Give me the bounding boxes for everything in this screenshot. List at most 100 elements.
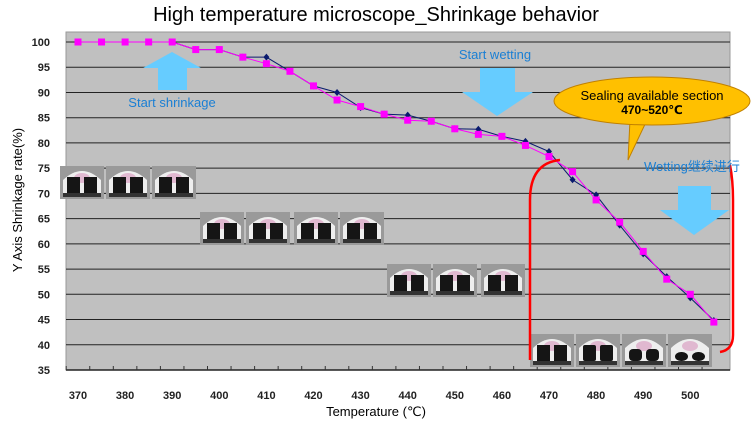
data-point-square bbox=[74, 38, 82, 46]
photo-base bbox=[203, 239, 241, 243]
specimen-photo bbox=[340, 212, 384, 245]
photo-sample bbox=[600, 345, 613, 361]
x-tick-label: 370 bbox=[69, 390, 87, 402]
photo-base bbox=[297, 239, 335, 243]
photo-sample bbox=[113, 177, 126, 193]
start-wetting-label: Start wetting bbox=[459, 47, 531, 62]
data-point-square bbox=[121, 38, 129, 46]
x-tick-label: 400 bbox=[210, 390, 228, 402]
photo-sample bbox=[67, 177, 80, 193]
photo-sample bbox=[411, 275, 424, 291]
data-point-square bbox=[380, 110, 388, 118]
y-tick-label: 35 bbox=[38, 365, 50, 377]
data-point-square bbox=[145, 38, 153, 46]
chart-title: High temperature microscope_Shrinkage be… bbox=[153, 4, 599, 26]
photo-base bbox=[63, 193, 101, 197]
y-tick-label: 70 bbox=[38, 188, 50, 200]
photo-sample bbox=[583, 345, 596, 361]
specimen-photo bbox=[668, 334, 712, 367]
sealing-callout-line2: 470~520℃ bbox=[621, 103, 683, 117]
series-line-square bbox=[78, 41, 715, 323]
photo-base bbox=[155, 193, 193, 197]
photo-sample bbox=[176, 177, 189, 193]
photo-sample bbox=[440, 275, 453, 291]
data-point-square bbox=[192, 46, 200, 54]
data-point-diamond bbox=[334, 88, 341, 96]
y-tick-label: 65 bbox=[38, 214, 50, 226]
data-point-square bbox=[404, 116, 412, 124]
y-tick-label: 95 bbox=[38, 62, 50, 74]
x-tick-label: 380 bbox=[116, 390, 134, 402]
sealing-callout bbox=[553, 76, 751, 126]
x-tick-label: 490 bbox=[634, 390, 652, 402]
data-point-square bbox=[427, 117, 435, 125]
photo-sample bbox=[505, 275, 518, 291]
specimen-photo bbox=[60, 166, 104, 199]
y-tick-label: 60 bbox=[38, 239, 50, 251]
data-point-square bbox=[310, 82, 317, 90]
start-shrinkage-arrow bbox=[143, 52, 201, 90]
data-point-square bbox=[569, 168, 577, 176]
photo-base bbox=[579, 361, 617, 365]
x-tick-label: 430 bbox=[351, 390, 369, 402]
x-tick-label: 470 bbox=[540, 390, 558, 402]
photo-sample bbox=[270, 223, 283, 239]
sealing-callout-line1: Sealing available section bbox=[580, 88, 723, 103]
y-tick-label: 40 bbox=[38, 340, 50, 352]
data-point-square bbox=[357, 103, 365, 111]
y-axis-label: Y Axis Shrinkage rate(%) bbox=[10, 128, 25, 272]
photo-sample bbox=[646, 349, 659, 361]
specimen-photo bbox=[481, 264, 525, 297]
data-point-diamond bbox=[263, 53, 270, 61]
wetting-continue-label: Wetting继续进行 bbox=[644, 159, 740, 174]
data-point-square bbox=[333, 96, 341, 104]
y-tick-label: 90 bbox=[38, 87, 50, 99]
x-tick-label: 460 bbox=[493, 390, 511, 402]
photo-sample bbox=[675, 352, 688, 361]
data-point-square bbox=[663, 275, 671, 283]
photo-sample bbox=[394, 275, 407, 291]
specimen-photo bbox=[530, 334, 574, 367]
photo-base bbox=[533, 361, 571, 365]
data-point-square bbox=[592, 196, 600, 204]
data-point-square bbox=[521, 141, 529, 149]
y-tick-label: 100 bbox=[32, 37, 50, 49]
data-point-square bbox=[710, 318, 718, 326]
photo-sample bbox=[457, 275, 470, 291]
data-point-square bbox=[639, 247, 647, 255]
y-tick-label: 55 bbox=[38, 264, 50, 276]
data-point-square bbox=[98, 38, 106, 46]
photo-sample bbox=[554, 345, 567, 361]
y-tick-label: 80 bbox=[38, 138, 50, 150]
x-tick-label: 410 bbox=[257, 390, 275, 402]
photo-base bbox=[343, 239, 381, 243]
x-tick-label: 420 bbox=[304, 390, 322, 402]
data-point-square bbox=[262, 60, 270, 68]
photo-sample bbox=[364, 223, 377, 239]
start-shrinkage-label: Start shrinkage bbox=[128, 95, 215, 110]
data-point-square bbox=[239, 53, 247, 61]
x-axis-label: Temperature (℃) bbox=[326, 404, 426, 419]
x-tick-label: 390 bbox=[163, 390, 181, 402]
x-tick-label: 500 bbox=[681, 390, 699, 402]
start-wetting-arrow bbox=[462, 68, 533, 116]
photo-base bbox=[484, 291, 522, 295]
data-point-square bbox=[474, 130, 482, 138]
data-point-square bbox=[168, 38, 176, 46]
photo-sample bbox=[253, 223, 266, 239]
data-point-square bbox=[286, 67, 294, 75]
photo-base bbox=[249, 239, 287, 243]
photo-base bbox=[390, 291, 428, 295]
photo-glow bbox=[682, 341, 698, 351]
photo-sample bbox=[629, 349, 642, 361]
y-tick-label: 50 bbox=[38, 289, 50, 301]
specimen-photo bbox=[622, 334, 666, 367]
photo-sample bbox=[84, 177, 97, 193]
photo-glow bbox=[636, 341, 652, 351]
photo-sample bbox=[347, 223, 360, 239]
photo-sample bbox=[159, 177, 172, 193]
data-point-square bbox=[215, 46, 223, 54]
y-tick-label: 75 bbox=[38, 163, 50, 175]
